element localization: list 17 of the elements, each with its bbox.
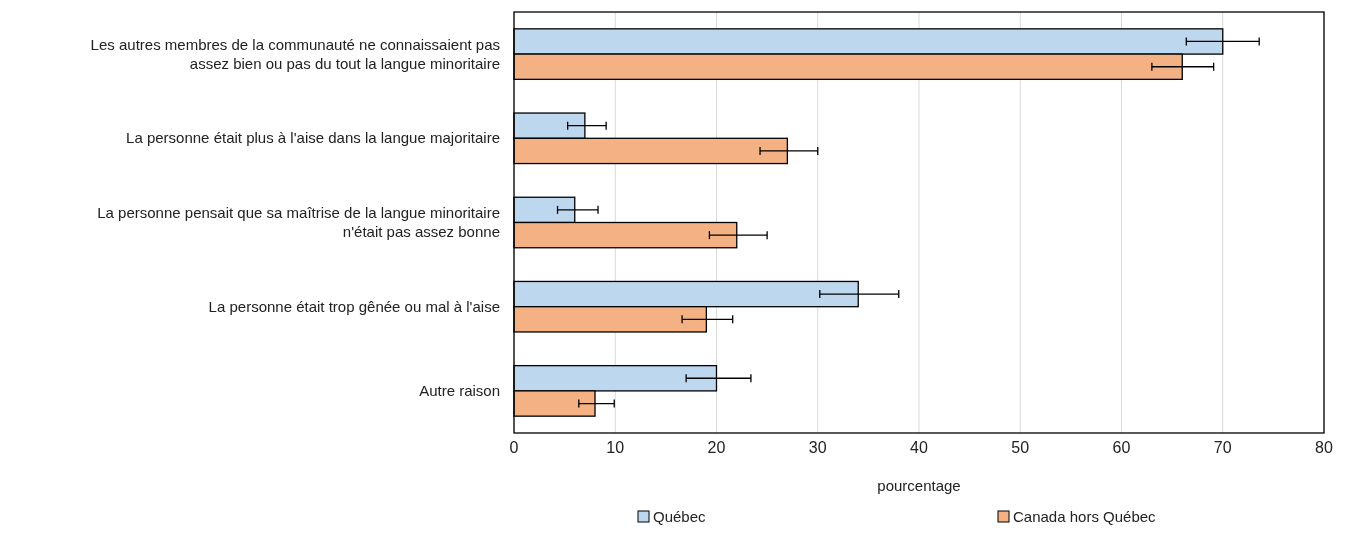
legend-label: Canada hors Québec: [1013, 508, 1157, 525]
x-tick-label: 30: [808, 439, 827, 456]
x-tick-label: 50: [1011, 439, 1030, 456]
y-tick-label: La personne était plus à l'aise dans la langue majoritaire: [126, 129, 500, 147]
x-tick-label: 40: [910, 439, 928, 456]
x-tick-label: 70: [1213, 439, 1232, 456]
legend-label: Québec: [653, 508, 707, 525]
x-tick-label: 60: [1112, 439, 1131, 456]
x-tick-label: 20: [707, 439, 726, 456]
x-axis-title: pourcentage: [877, 477, 961, 494]
x-tick-label: 10: [606, 439, 625, 456]
x-tick-label: 80: [1315, 439, 1333, 456]
y-tick-label: Autre raison: [419, 381, 500, 399]
y-tick-label: La personne était trop gênée ou mal à l'aise: [208, 297, 500, 315]
y-tick-label: La personne pensait que sa maîtrise de la langue minoritaire n'était pas assez bonne: [97, 204, 500, 240]
x-tick-label: 0: [509, 439, 519, 456]
y-tick-label: Les autres membres de la communauté ne connaissaient pas assez bien ou pas du tout la langue minoritaire: [90, 35, 500, 72]
